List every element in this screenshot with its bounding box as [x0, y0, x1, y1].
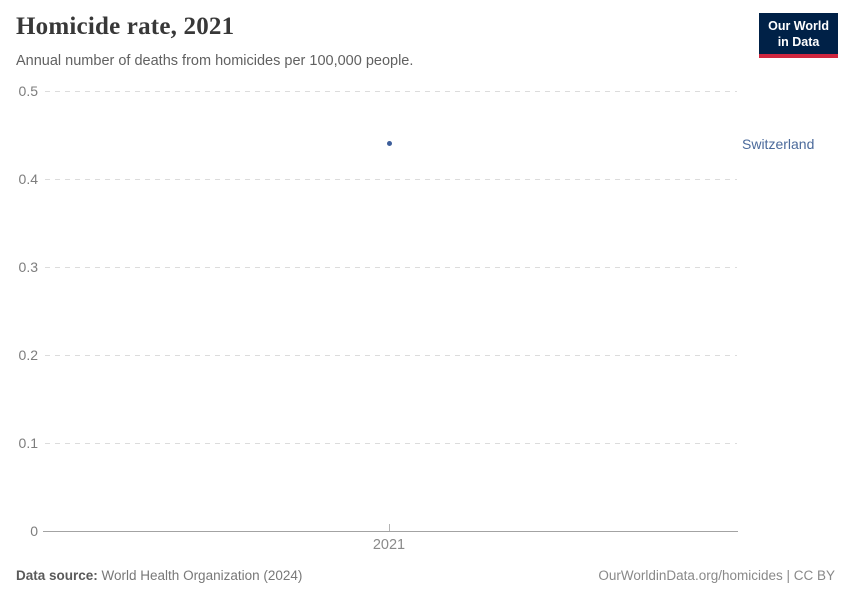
x-axis-tick-label: 2021: [372, 537, 406, 553]
gridline: [45, 267, 737, 268]
page-title: Homicide rate, 2021: [16, 13, 235, 40]
x-axis-tick: [389, 524, 390, 531]
owid-logo-line1: Our World: [768, 19, 829, 33]
gridline: [45, 355, 737, 356]
gridline: [45, 179, 737, 180]
gridline: [45, 91, 737, 92]
attribution-link[interactable]: OurWorldinData.org/homicides | CC BY: [598, 568, 835, 583]
series-label-switzerland[interactable]: Switzerland: [742, 135, 815, 152]
y-axis-tick-label: 0: [30, 523, 38, 539]
gridline: [45, 443, 737, 444]
owid-logo-line2: in Data: [777, 35, 820, 50]
y-axis-tick-label: 0.4: [18, 171, 38, 187]
x-axis-line: [43, 531, 738, 532]
data-source-note: Data source: World Health Organization (…: [16, 568, 302, 583]
chart-subtitle: Annual number of deaths from homicides p…: [16, 53, 414, 69]
data-point-switzerland[interactable]: [386, 141, 392, 147]
data-source-label: Data source:: [16, 568, 98, 583]
y-axis-tick-label: 0.3: [18, 259, 38, 275]
y-axis-tick-label: 0.1: [18, 435, 38, 451]
owid-logo[interactable]: Our World in Data: [759, 13, 838, 58]
y-axis-tick-label: 0.2: [18, 347, 38, 363]
data-source-value: World Health Organization (2024): [97, 568, 303, 583]
y-axis-tick-label: 0.5: [18, 83, 38, 99]
